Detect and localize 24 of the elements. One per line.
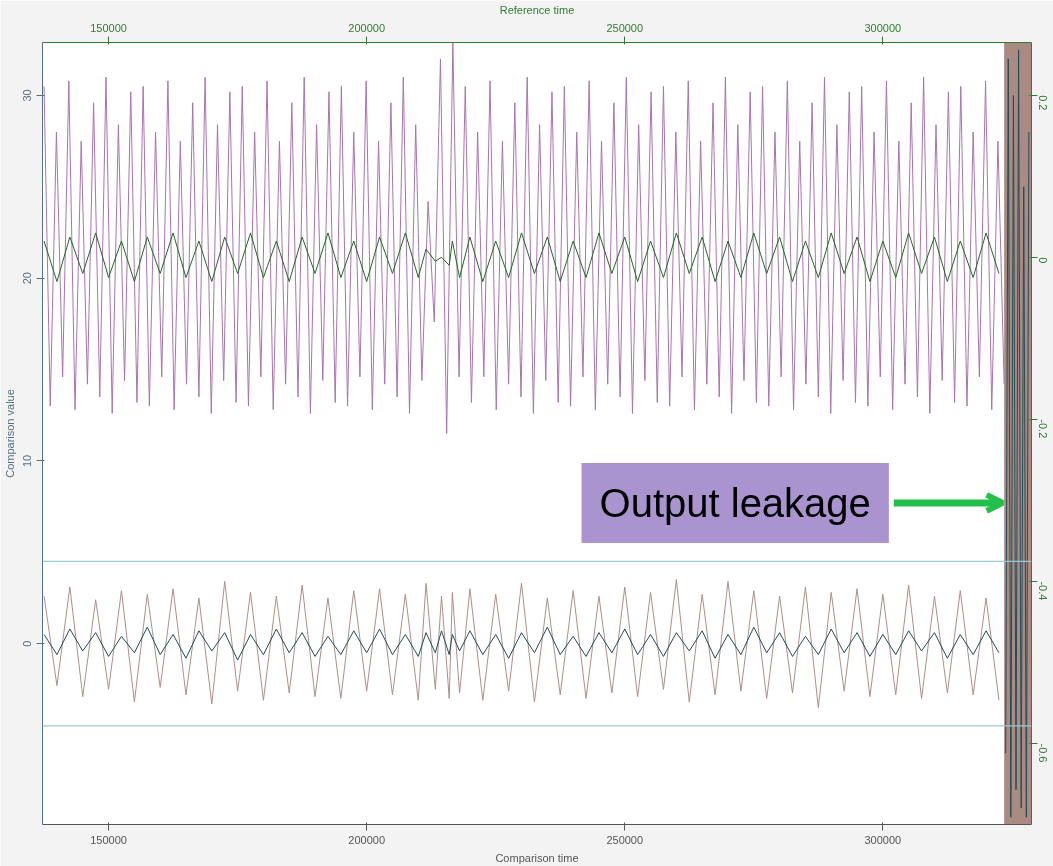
x-tick-label: 150000	[90, 21, 127, 34]
y-tick-label: 10	[21, 454, 34, 468]
annotation: Output leakage	[599, 480, 871, 525]
y-tick-label: 0	[21, 640, 34, 647]
y-tick-label: 20	[21, 272, 34, 285]
y2-tick-label: -0.2	[1036, 419, 1049, 439]
x-tick-label: 250000	[606, 21, 644, 34]
y-tick-label: 30	[21, 89, 34, 102]
x-tick-label: 200000	[348, 21, 386, 34]
y2-tick-label: -0.6	[1036, 743, 1049, 763]
x2-axis-title: Reference time	[499, 3, 575, 16]
x-axis-title: Comparison time	[495, 851, 579, 864]
x-tick-label: 300000	[864, 21, 902, 34]
y-axis-title: Comparison value	[3, 389, 16, 478]
x2-tick-label: 300000	[864, 833, 902, 846]
y2-tick-label: 0.2	[1036, 95, 1049, 111]
line-series	[43, 42, 1005, 434]
y2-tick-label: -0.4	[1036, 581, 1049, 601]
x2-tick-label: 150000	[90, 833, 127, 846]
y2-tick-label: 0	[1036, 257, 1049, 264]
line-series	[43, 626, 1000, 661]
x2-tick-label: 200000	[348, 833, 386, 846]
x2-tick-label: 250000	[606, 833, 644, 846]
line-series	[43, 579, 1000, 709]
